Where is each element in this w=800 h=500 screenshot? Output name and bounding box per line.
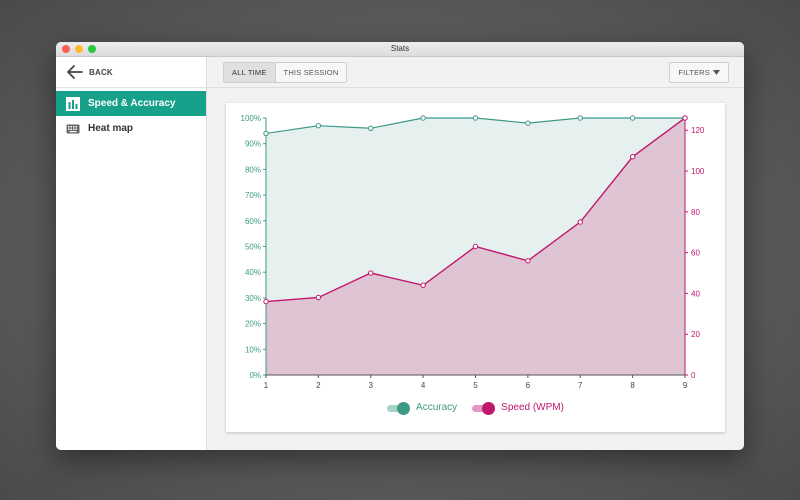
legend-label-speed: Speed (WPM): [501, 402, 564, 413]
zoom-window-button[interactable]: [88, 45, 96, 53]
x-axis-tick-label: 7: [578, 381, 583, 390]
left-axis-tick-label: 50%: [245, 243, 261, 252]
legend-toggle-accuracy[interactable]: Accuracy: [387, 401, 458, 415]
left-axis-tick-label: 100%: [241, 114, 261, 123]
right-axis-tick-label: 40: [691, 289, 700, 298]
left-axis-tick-label: 60%: [245, 217, 261, 226]
sidebar-item-heat-map[interactable]: Heat map: [56, 116, 206, 141]
x-axis-tick-label: 8: [630, 381, 635, 390]
x-axis-tick-label: 5: [473, 381, 478, 390]
accuracy-point: [263, 130, 269, 137]
left-axis-tick-label: 90%: [245, 140, 261, 149]
x-axis-tick-label: 1: [264, 381, 269, 390]
left-axis-tick-label: 40%: [245, 268, 261, 277]
chart-legend: Accuracy Speed (WPM): [226, 401, 725, 415]
accuracy-point: [525, 120, 531, 126]
legend-label-accuracy: Accuracy: [416, 402, 458, 413]
left-axis-tick-label: 30%: [245, 294, 261, 303]
speed-point: [682, 115, 688, 121]
speed-point: [629, 154, 636, 160]
left-axis-tick-label: 20%: [245, 320, 261, 329]
caret-down-icon: [713, 70, 720, 75]
close-window-button[interactable]: [62, 45, 70, 53]
right-axis-tick-label: 0: [691, 371, 696, 380]
back-label: BACK: [89, 67, 113, 77]
speed-point: [577, 219, 583, 225]
filters-label: FILTERS: [678, 68, 710, 77]
window-controls: [62, 45, 96, 53]
stats-window: Stats BACK Speed & Accuracy: [56, 42, 744, 450]
accuracy-point: [315, 123, 322, 129]
speed-accuracy-chart: 0% 10% 20% 30% 40% 50% 60% 70% 80% 90% 100% 0 20 40 60…: [241, 114, 705, 390]
speed-point: [263, 298, 269, 305]
toggle-switch: [472, 401, 496, 415]
right-axis-tick-label: 60: [691, 249, 700, 258]
sidebar-item-speed-accuracy[interactable]: Speed & Accuracy: [56, 91, 206, 116]
speed-point: [472, 243, 479, 250]
accuracy-point: [420, 115, 426, 121]
sidebar-item-label: Speed & Accuracy: [88, 98, 176, 109]
left-axis-tick-label: 0%: [249, 371, 261, 380]
minimize-window-button[interactable]: [75, 45, 83, 53]
accuracy-point: [629, 115, 636, 121]
back-button[interactable]: BACK: [56, 57, 206, 88]
accuracy-point: [577, 115, 583, 121]
legend-toggle-speed[interactable]: Speed (WPM): [472, 401, 564, 415]
right-axis-tick-label: 120: [691, 126, 705, 135]
tab-all-time[interactable]: ALL TIME: [224, 63, 275, 82]
left-axis-tick-label: 80%: [245, 165, 261, 174]
chart-card: 0% 10% 20% 30% 40% 50% 60% 70% 80% 90% 100% 0 20 40 60…: [226, 103, 725, 432]
speed-point: [420, 282, 426, 288]
x-axis-tick-label: 2: [316, 381, 321, 390]
x-axis-tick-label: 3: [369, 381, 374, 390]
speed-point: [525, 258, 531, 264]
right-axis-tick-label: 100: [691, 167, 705, 176]
arrow-left-icon: [67, 65, 83, 79]
right-axis-tick-label: 80: [691, 208, 700, 217]
toolbar: ALL TIME THIS SESSION FILTERS: [207, 57, 744, 88]
title-bar: Stats: [56, 42, 744, 57]
time-range-segmented-control: ALL TIME THIS SESSION: [223, 62, 348, 83]
x-axis-tick-label: 4: [421, 381, 426, 390]
x-axis-tick-label: 9: [683, 381, 688, 390]
left-axis-tick-label: 10%: [245, 345, 261, 354]
keyboard-icon: [66, 122, 80, 136]
accuracy-point: [472, 115, 479, 121]
window-title: Stats: [390, 44, 410, 53]
toggle-switch: [387, 401, 411, 415]
sidebar-item-label: Heat map: [88, 123, 134, 134]
bar-chart-icon: [66, 96, 80, 111]
speed-point: [368, 270, 374, 276]
x-axis-tick-label: 6: [526, 381, 531, 390]
accuracy-point: [368, 125, 374, 131]
speed-point: [315, 294, 322, 301]
sidebar: BACK Speed & Accuracy: [56, 57, 207, 450]
right-axis-tick-label: 20: [691, 330, 700, 339]
left-axis-tick-label: 70%: [245, 191, 261, 200]
tab-this-session[interactable]: THIS SESSION: [274, 63, 347, 82]
filters-button[interactable]: FILTERS: [669, 62, 729, 83]
